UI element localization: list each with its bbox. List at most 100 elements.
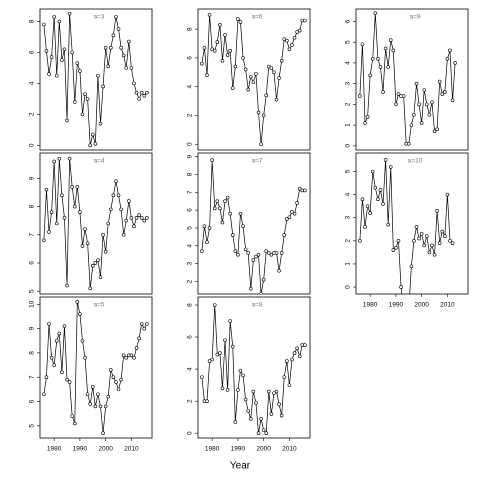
- data-point: [437, 79, 442, 84]
- data-point: [399, 285, 403, 289]
- data-point: [254, 254, 258, 259]
- x-tick-label: 2000: [98, 446, 113, 453]
- y-tick-label: 1: [345, 262, 352, 266]
- y-tick-label: 4: [345, 61, 352, 65]
- data-point: [248, 416, 253, 421]
- data-point: [47, 72, 51, 76]
- y-tick-label: 8: [29, 204, 36, 208]
- data-point: [432, 252, 437, 257]
- data-point: [443, 90, 447, 94]
- data-point: [127, 39, 131, 44]
- data-point: [88, 143, 93, 148]
- data-point: [47, 321, 51, 326]
- y-tick-label: 2: [187, 113, 194, 117]
- panel-frame: [39, 8, 153, 151]
- data-point: [75, 300, 80, 304]
- data-point: [207, 226, 212, 230]
- panel-frame: [197, 8, 311, 151]
- data-point: [90, 132, 95, 137]
- data-point: [368, 73, 372, 78]
- data-point: [391, 48, 396, 53]
- series-line: [43, 158, 148, 289]
- plot-area: [200, 303, 307, 435]
- data-point: [261, 277, 266, 282]
- data-point: [116, 387, 121, 392]
- data-point: [272, 391, 276, 395]
- data-point: [200, 249, 204, 253]
- data-point: [407, 309, 410, 312]
- data-point: [205, 399, 209, 403]
- data-point: [228, 48, 232, 53]
- data-point: [388, 165, 393, 169]
- panel-frame: [39, 152, 153, 295]
- data-point: [121, 53, 126, 58]
- series-line: [201, 14, 305, 145]
- y-tick-label: 3: [187, 261, 194, 265]
- data-point: [60, 370, 64, 375]
- data-point: [373, 185, 378, 190]
- data-point: [116, 27, 121, 31]
- data-point: [44, 375, 49, 380]
- data-point: [243, 67, 248, 72]
- data-point: [272, 70, 276, 75]
- data-point: [109, 368, 113, 372]
- y-tick-label: 0: [345, 285, 352, 289]
- data-point: [303, 18, 307, 23]
- data-point: [67, 11, 72, 16]
- data-point: [90, 263, 95, 268]
- data-point: [225, 195, 230, 200]
- data-point: [269, 412, 274, 416]
- data-point: [223, 199, 227, 203]
- data-point: [285, 359, 289, 363]
- data-point: [381, 202, 385, 206]
- y-tick-label: 4: [29, 81, 36, 85]
- data-point: [109, 45, 113, 50]
- data-point: [132, 81, 136, 86]
- data-point: [62, 324, 67, 328]
- panel-title: a=10: [408, 158, 423, 165]
- data-point: [425, 102, 429, 107]
- panel-frame: [39, 296, 153, 439]
- data-point: [139, 90, 144, 95]
- data-point: [383, 46, 388, 51]
- panel-frame: [197, 296, 311, 439]
- y-tick-label: 2: [345, 102, 352, 106]
- data-point: [303, 343, 307, 347]
- data-point: [430, 243, 434, 248]
- data-point: [96, 73, 100, 78]
- data-point: [83, 355, 87, 360]
- data-point: [228, 319, 232, 323]
- data-point: [223, 33, 227, 37]
- data-point: [134, 346, 139, 350]
- data-point: [139, 321, 144, 326]
- data-point: [52, 14, 56, 19]
- data-point: [414, 225, 419, 229]
- data-point: [363, 225, 367, 229]
- data-point: [212, 206, 217, 211]
- data-point: [54, 73, 59, 78]
- data-point: [277, 268, 281, 273]
- data-point: [292, 35, 297, 40]
- data-point: [285, 38, 289, 43]
- data-point: [67, 380, 72, 384]
- data-point: [246, 87, 251, 92]
- data-point: [409, 264, 414, 269]
- data-point: [129, 353, 134, 358]
- data-point: [430, 100, 434, 105]
- data-point: [417, 102, 421, 107]
- data-point: [432, 129, 437, 134]
- data-point: [106, 221, 111, 226]
- data-point: [101, 232, 105, 237]
- x-axis-label: Year: [230, 461, 251, 472]
- data-point: [93, 261, 98, 265]
- data-point: [445, 192, 450, 197]
- data-point: [54, 338, 59, 343]
- data-point: [93, 404, 98, 409]
- data-point: [254, 71, 258, 76]
- data-point: [218, 351, 222, 355]
- data-point: [269, 66, 274, 70]
- y-tick-label: 2: [187, 399, 194, 403]
- x-tick-label: 2010: [282, 446, 297, 453]
- data-point: [98, 121, 103, 126]
- y-tick-label: 2: [29, 112, 36, 116]
